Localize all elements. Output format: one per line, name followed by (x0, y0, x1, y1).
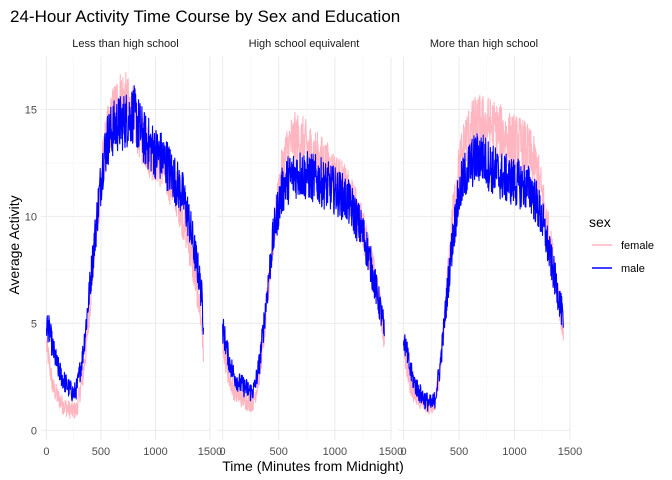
x-tick-label: 500 (270, 446, 288, 458)
y-tick-label: 10 (25, 211, 37, 223)
facet-panel: High school equivalent (217, 38, 392, 440)
chart-title: 24-Hour Activity Time Course by Sex and … (10, 7, 400, 26)
x-tick-label: 1000 (323, 446, 347, 458)
legend-label-female: female (621, 240, 654, 252)
x-tick-label: 1000 (143, 446, 167, 458)
facet-panel: Less than high school (41, 38, 211, 440)
y-tick-label: 15 (25, 104, 37, 116)
x-tick-label: 1000 (502, 446, 526, 458)
legend-label-male: male (621, 263, 645, 275)
x-tick-label: 0 (220, 446, 226, 458)
facet-panel: More than high school (398, 38, 571, 440)
x-tick-label: 1500 (558, 446, 582, 458)
x-tick-label: 500 (92, 446, 110, 458)
y-tick-label: 0 (31, 425, 37, 437)
facet-label: High school equivalent (249, 38, 360, 50)
y-axis-ticks: 0 5 10 15 (25, 104, 37, 437)
x-tick-label: 1500 (198, 446, 222, 458)
x-tick-label: 0 (43, 446, 49, 458)
x-tick-label: 500 (450, 446, 468, 458)
series-line-male (222, 151, 385, 402)
legend: sex female male (589, 214, 654, 275)
facet-label: Less than high school (72, 38, 178, 50)
y-axis-label: Average Activity (6, 195, 22, 294)
legend-title: sex (589, 214, 611, 230)
facet-label: More than high school (430, 38, 538, 50)
series-line-male (45, 85, 205, 402)
x-tick-label: 1500 (379, 446, 403, 458)
y-tick-label: 5 (31, 318, 37, 330)
series-line-male (402, 133, 564, 412)
x-axis-label: Time (Minutes from Midnight) (222, 458, 404, 474)
facet-panels: Less than high school High school equival… (41, 38, 571, 440)
x-tick-label: 0 (400, 446, 406, 458)
